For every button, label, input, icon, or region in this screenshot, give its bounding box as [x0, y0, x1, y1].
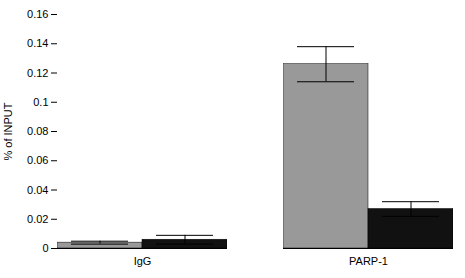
- svg-text:0.04: 0.04: [27, 184, 48, 196]
- svg-text:% of INPUT: % of INPUT: [2, 102, 14, 160]
- svg-text:IgG: IgG: [134, 255, 152, 267]
- svg-text:0.12: 0.12: [27, 67, 48, 79]
- svg-text:0: 0: [42, 242, 48, 254]
- svg-text:0.06: 0.06: [27, 154, 48, 166]
- svg-text:PARP-1: PARP-1: [349, 255, 388, 267]
- svg-text:0.1: 0.1: [33, 96, 48, 108]
- svg-text:0.14: 0.14: [27, 37, 48, 49]
- svg-text:0.02: 0.02: [27, 213, 48, 225]
- svg-text:0.16: 0.16: [27, 8, 48, 20]
- svg-text:0.08: 0.08: [27, 125, 48, 137]
